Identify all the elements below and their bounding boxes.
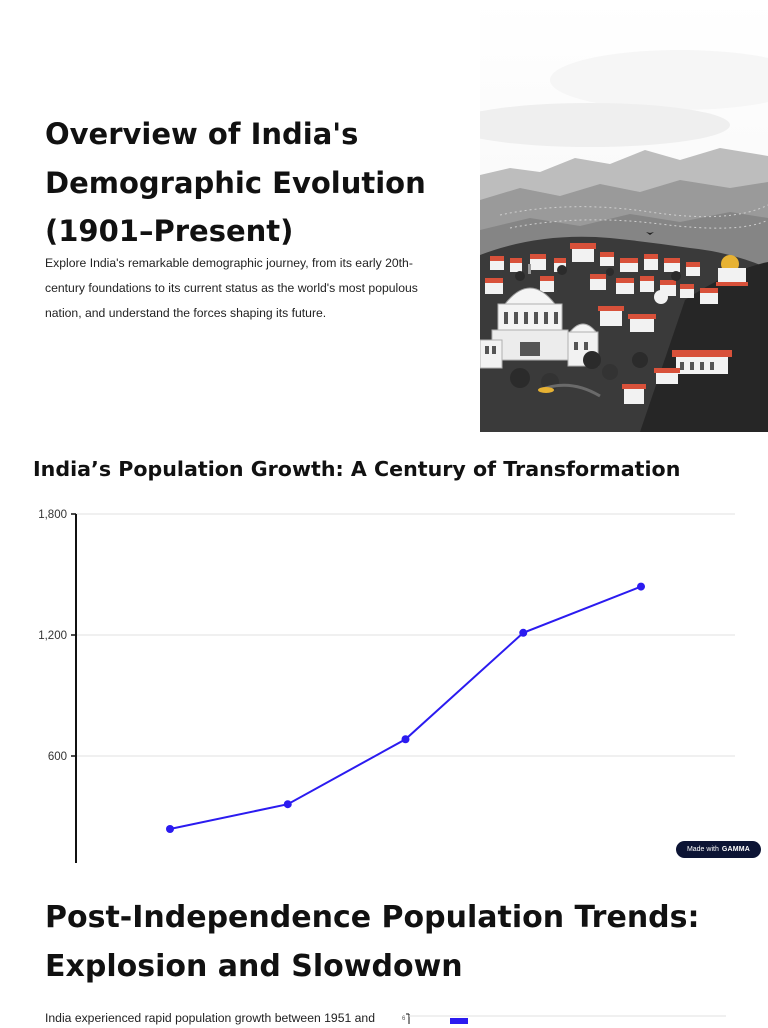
badge-prefix: Made with: [686, 846, 719, 853]
hero-title: Overview of India's Demographic Evolutio…: [45, 117, 426, 248]
chart-title: India’s Population Growth: A Century of …: [33, 457, 681, 481]
y-tick-label: 1,200: [38, 630, 67, 642]
y-tick-label: 600: [48, 751, 67, 763]
population-line-chart: 600 1,200 1,800: [38, 509, 735, 863]
series-line: [169, 585, 642, 830]
gamma-logo: GAMMA: [721, 846, 751, 853]
population-trend-mini-chart: 6: [402, 1013, 726, 1024]
data-point[interactable]: [166, 825, 174, 834]
mini-chart-tick-label: 6: [402, 1016, 406, 1022]
y-tick-label: 1,800: [38, 509, 67, 521]
data-point[interactable]: [637, 582, 645, 591]
hero-illustration: [480, 0, 768, 432]
section-title-post-independence: Post-Independence Population Trends: Exp…: [45, 900, 700, 984]
hillside-city-illustration: [480, 0, 768, 432]
data-point[interactable]: [519, 628, 528, 637]
data-point[interactable]: [401, 735, 410, 744]
made-with-gamma-badge[interactable]: Made with GAMMA: [676, 841, 761, 858]
hero-description: Explore India's remarkable demographic j…: [45, 256, 418, 320]
data-point[interactable]: [283, 800, 292, 809]
section-description: India experienced rapid population growt…: [45, 1011, 375, 1025]
mini-chart-bar: [450, 1018, 468, 1024]
